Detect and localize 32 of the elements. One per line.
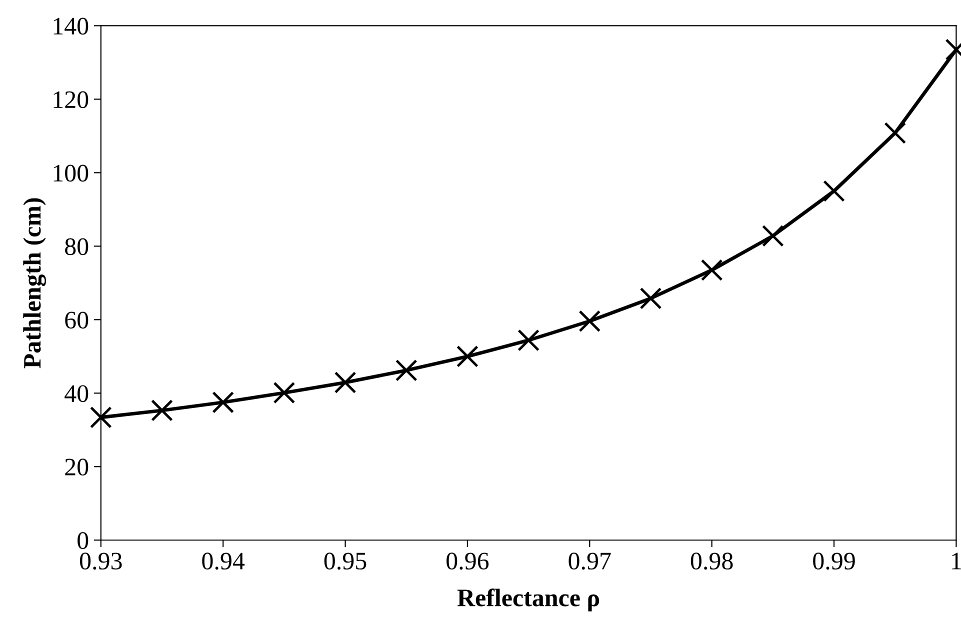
x-tick-label: 0.94 [202, 552, 245, 570]
point [456, 345, 478, 368]
y-tick-label: 100 [54, 164, 88, 182]
point [334, 372, 356, 394]
point [273, 382, 296, 404]
y-tick-label: 80 [65, 238, 88, 256]
point [823, 180, 845, 202]
x-tick-label: 0.99 [813, 552, 855, 570]
point [884, 122, 906, 144]
x-tick-label: 0.93 [80, 552, 122, 570]
y-tick-label: 140 [54, 18, 88, 35]
point [700, 259, 723, 282]
y-tick-label: 120 [54, 91, 88, 108]
point [518, 329, 540, 352]
point [151, 399, 173, 422]
x-tick-label: 0.95 [324, 552, 366, 570]
point [578, 310, 601, 332]
x-tick-label: 0.96 [446, 552, 489, 570]
point [395, 359, 418, 382]
y-axis-title: Pathlength (cm) [23, 198, 46, 368]
y-tick-label: 40 [64, 385, 88, 402]
x-axis-title: Reflectance ρ [457, 588, 600, 612]
x-tick-label: 1 [952, 552, 961, 570]
point [640, 287, 662, 310]
y-tick-label: 20 [65, 458, 88, 476]
y-tick-label: 0 [78, 532, 88, 550]
point [762, 224, 784, 247]
point [90, 406, 112, 428]
x-tick-label: 0.97 [568, 552, 611, 570]
x-tick-label: 0.98 [690, 552, 733, 570]
point [212, 391, 234, 414]
y-tick-label: 60 [65, 312, 88, 329]
